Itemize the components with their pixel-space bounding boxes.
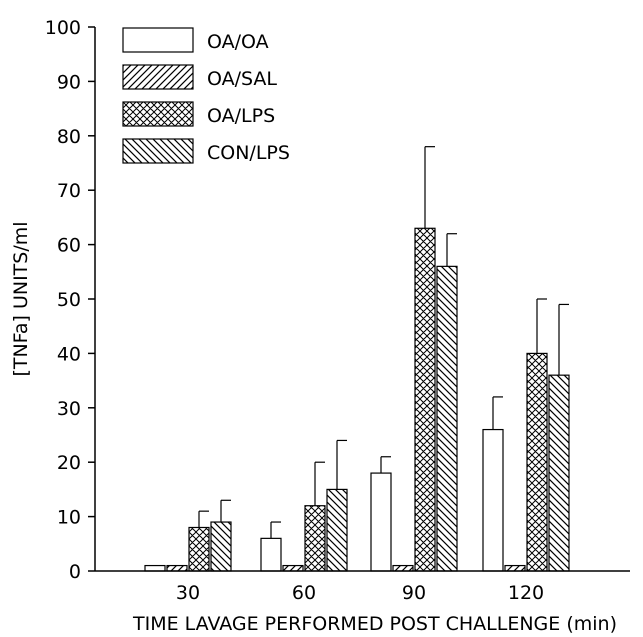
y-tick-label: 20 — [57, 452, 81, 474]
y-tick-label: 0 — [69, 561, 81, 583]
legend: OA/OA OA/SAL OA/LPS CON/LPS — [122, 27, 290, 164]
legend-swatch — [122, 64, 194, 90]
legend-label: OA/SAL — [207, 68, 277, 90]
y-tick-label: 60 — [57, 235, 81, 257]
bar-oa-oa-90 — [370, 472, 392, 572]
x-axis-ticks: 30 60 90 120 — [176, 582, 544, 604]
x-tick-label: 120 — [508, 582, 544, 604]
bar-oa-sal-90 — [392, 564, 414, 572]
y-tick-label: 50 — [57, 289, 81, 311]
x-tick-label: 90 — [402, 582, 426, 604]
y-tick-label: 30 — [57, 398, 81, 420]
bar-oa-lps-30 — [188, 526, 210, 572]
legend-swatch — [122, 101, 194, 127]
y-axis-label: [TNFa] UNITS/ml — [10, 221, 32, 376]
bar-oa-sal-30 — [166, 564, 188, 572]
legend-label: CON/LPS — [207, 142, 290, 164]
bar-oa-oa-120 — [482, 428, 504, 572]
y-tick-label: 80 — [57, 126, 81, 148]
bar-oa-oa-30 — [144, 564, 166, 572]
y-tick-label: 10 — [57, 507, 81, 529]
bar-oa-sal-120 — [504, 564, 526, 572]
bar-oa-lps-120 — [526, 352, 548, 572]
x-tick-label: 60 — [292, 582, 316, 604]
x-axis-label: TIME LAVAGE PERFORMED POST CHALLENGE (mi… — [132, 613, 617, 635]
bar-oa-oa-60 — [260, 537, 282, 572]
y-tick-label: 70 — [57, 180, 81, 202]
bar-con-lps-120 — [548, 374, 570, 572]
legend-swatch — [122, 138, 194, 164]
bar-con-lps-30 — [210, 521, 232, 572]
legend-label: OA/OA — [207, 31, 269, 53]
y-tick-label: 40 — [57, 343, 81, 365]
bar-groups — [144, 146, 570, 572]
legend-swatch — [122, 27, 194, 53]
bar-con-lps-90 — [436, 265, 458, 572]
y-axis-ticks: 0 10 20 30 40 50 60 70 80 90 100 — [45, 17, 95, 583]
bar-oa-lps-90 — [414, 227, 436, 572]
y-tick-label: 90 — [57, 71, 81, 93]
legend-label: OA/LPS — [207, 105, 275, 127]
bar-oa-lps-60 — [304, 505, 326, 572]
y-tick-label: 100 — [45, 17, 81, 39]
x-tick-label: 30 — [176, 582, 200, 604]
bar-oa-sal-60 — [282, 564, 304, 572]
bar-con-lps-60 — [326, 488, 348, 572]
